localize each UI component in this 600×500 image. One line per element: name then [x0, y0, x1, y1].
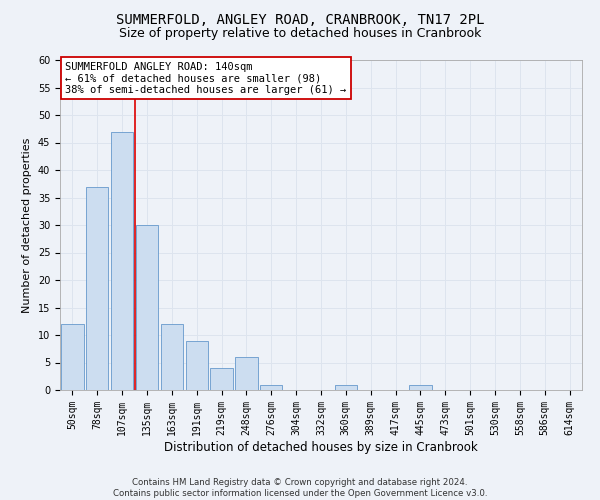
Text: Size of property relative to detached houses in Cranbrook: Size of property relative to detached ho… — [119, 28, 481, 40]
Bar — [235, 357, 257, 390]
Bar — [335, 384, 357, 390]
Bar — [409, 384, 431, 390]
Text: SUMMERFOLD, ANGLEY ROAD, CRANBROOK, TN17 2PL: SUMMERFOLD, ANGLEY ROAD, CRANBROOK, TN17… — [116, 12, 484, 26]
Bar — [111, 132, 133, 390]
Text: Contains HM Land Registry data © Crown copyright and database right 2024.
Contai: Contains HM Land Registry data © Crown c… — [113, 478, 487, 498]
Bar — [161, 324, 183, 390]
Bar — [86, 186, 109, 390]
Y-axis label: Number of detached properties: Number of detached properties — [22, 138, 32, 312]
Bar — [61, 324, 83, 390]
Bar — [136, 225, 158, 390]
Bar — [260, 384, 283, 390]
X-axis label: Distribution of detached houses by size in Cranbrook: Distribution of detached houses by size … — [164, 440, 478, 454]
Text: SUMMERFOLD ANGLEY ROAD: 140sqm
← 61% of detached houses are smaller (98)
38% of : SUMMERFOLD ANGLEY ROAD: 140sqm ← 61% of … — [65, 62, 346, 95]
Bar — [185, 340, 208, 390]
Bar — [211, 368, 233, 390]
